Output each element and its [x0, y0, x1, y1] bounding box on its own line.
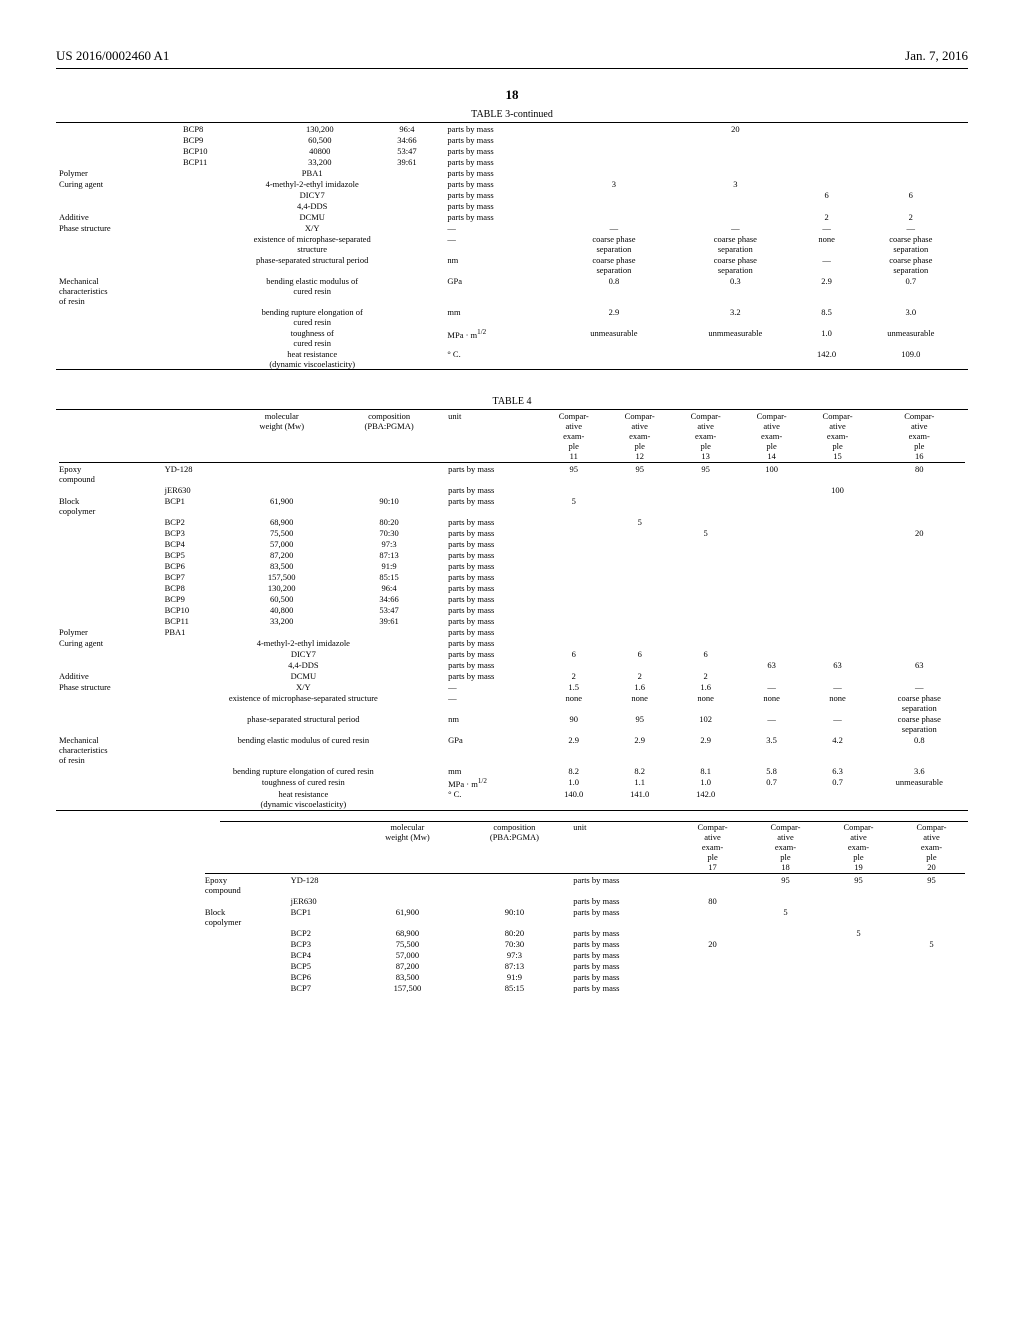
table-row: BCP8130,20096:4parts by mass — [56, 582, 968, 593]
table-row: toughness of cured resinMPa · m1/21.01.1… — [56, 776, 968, 789]
table-row: Curing agent4-methyl-2-ethyl imidazolepa… — [56, 637, 968, 648]
table-row: Phase structureX/Y————— — [56, 222, 968, 233]
table-row: AdditiveDCMUparts by mass22 — [56, 211, 968, 222]
table3-title: TABLE 3-continued — [56, 109, 968, 120]
patent-number: US 2016/0002460 A1 — [56, 48, 169, 64]
table-row: jER630parts by mass80 — [202, 896, 968, 907]
table-row: BCP375,50070:30parts by mass520 — [56, 527, 968, 538]
table-row: BCP587,20087:13parts by mass — [202, 961, 968, 972]
table-row: BCP457,00097:3parts by mass — [202, 950, 968, 961]
table-row: phase-separated structural periodnmcoars… — [56, 254, 968, 275]
table-row: DICY7parts by mass66 — [56, 189, 968, 200]
table-row: BCP268,90080:20parts by mass5 — [56, 516, 968, 527]
table-row: DICY7parts by mass666 — [56, 648, 968, 659]
table-row: 4,4-DDSparts by mass — [56, 200, 968, 211]
table-row: BCP457,00097:3parts by mass — [56, 538, 968, 549]
table-row: heat resistance (dynamic viscoelasticity… — [56, 789, 968, 810]
header-rule — [56, 68, 968, 69]
table-row: BCP1133,20039:61parts by mass — [56, 156, 968, 167]
table-row: BCP7157,50085:15parts by mass — [56, 571, 968, 582]
table-row: bending rupture elongation ofcured resin… — [56, 306, 968, 327]
table-header-row: molecularweight (Mw)composition(PBA:PGMA… — [56, 410, 968, 461]
page-header: US 2016/0002460 A1 Jan. 7, 2016 — [56, 48, 968, 64]
table-row: BCP8130,20096:4parts by mass20 — [56, 123, 968, 134]
table-row: EpoxycompoundYD-128parts by mass959595 — [202, 875, 968, 896]
table-row: Mechanicalcharacteristicsof resinbending… — [56, 275, 968, 306]
table-row: EpoxycompoundYD-128parts by mass95959510… — [56, 463, 968, 484]
table-row: Phase structureX/Y—1.51.61.6——— — [56, 681, 968, 692]
table-row: jER630parts by mass100 — [56, 484, 968, 495]
table-row: Mechanicalcharacteristicsof resinbending… — [56, 734, 968, 765]
table-row: BCP683,50091:9parts by mass — [56, 560, 968, 571]
table-row: BlockcopolymerBCP161,90090:10parts by ma… — [202, 907, 968, 928]
table-row: existence of microphase-separatedstructu… — [56, 233, 968, 254]
table-row: 4,4-DDSparts by mass636363 — [56, 659, 968, 670]
table-row: PolymerPBA1parts by mass — [56, 167, 968, 178]
table-row: BCP104080053:47parts by mass — [56, 145, 968, 156]
table-row: BCP960,50034:66parts by mass — [56, 593, 968, 604]
table-row: Curing agent4-methyl-2-ethyl imidazolepa… — [56, 178, 968, 189]
table-row: toughness ofcured resinMPa · m1/2unmeasu… — [56, 327, 968, 348]
table-row: phase-separated structural periodnm90951… — [56, 713, 968, 734]
page-number: 18 — [56, 87, 968, 103]
table-row: existence of microphase-separated struct… — [56, 692, 968, 713]
table3-continued: BCP8130,20096:4parts by mass20BCP960,500… — [56, 123, 968, 369]
table-row: BCP268,90080:20parts by mass5 — [202, 928, 968, 939]
table-header-row: molecularweight (Mw)composition(PBA:PGMA… — [202, 822, 968, 873]
table-row: BCP587,20087:13parts by mass — [56, 549, 968, 560]
table-row: BCP683,50091:9parts by mass — [202, 972, 968, 983]
table-row: BlockcopolymerBCP161,90090:10parts by ma… — [56, 495, 968, 516]
table-row: BCP375,50070:30parts by mass205 — [202, 939, 968, 950]
table-row: BCP1133,20039:61parts by mass — [56, 615, 968, 626]
publication-date: Jan. 7, 2016 — [905, 48, 968, 64]
table-row: PolymerPBA1parts by mass — [56, 626, 968, 637]
table-row: AdditiveDCMUparts by mass222 — [56, 670, 968, 681]
table-row: heat resistance (dynamic viscoelasticity… — [56, 348, 968, 369]
table-row: BCP960,50034:66parts by mass — [56, 134, 968, 145]
table-row: BCP1040,80053:47parts by mass — [56, 604, 968, 615]
table-row: bending rupture elongation of cured resi… — [56, 765, 968, 776]
table4b: molecularweight (Mw)composition(PBA:PGMA… — [202, 822, 968, 994]
table-row: BCP7157,50085:15parts by mass — [202, 983, 968, 994]
table4-title: TABLE 4 — [56, 396, 968, 407]
table4a: molecularweight (Mw)composition(PBA:PGMA… — [56, 410, 968, 810]
